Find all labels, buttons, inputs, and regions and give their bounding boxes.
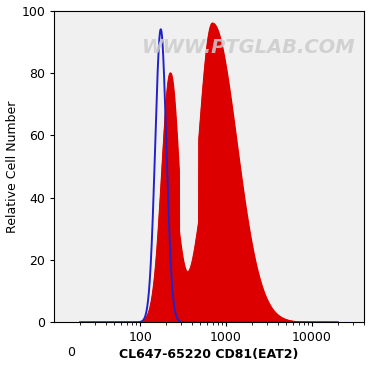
Text: 0: 0 xyxy=(67,346,75,359)
Text: WWW.PTGLAB.COM: WWW.PTGLAB.COM xyxy=(142,39,356,58)
X-axis label: CL647-65220 CD81(EAT2): CL647-65220 CD81(EAT2) xyxy=(119,348,299,361)
Y-axis label: Relative Cell Number: Relative Cell Number xyxy=(6,100,18,233)
